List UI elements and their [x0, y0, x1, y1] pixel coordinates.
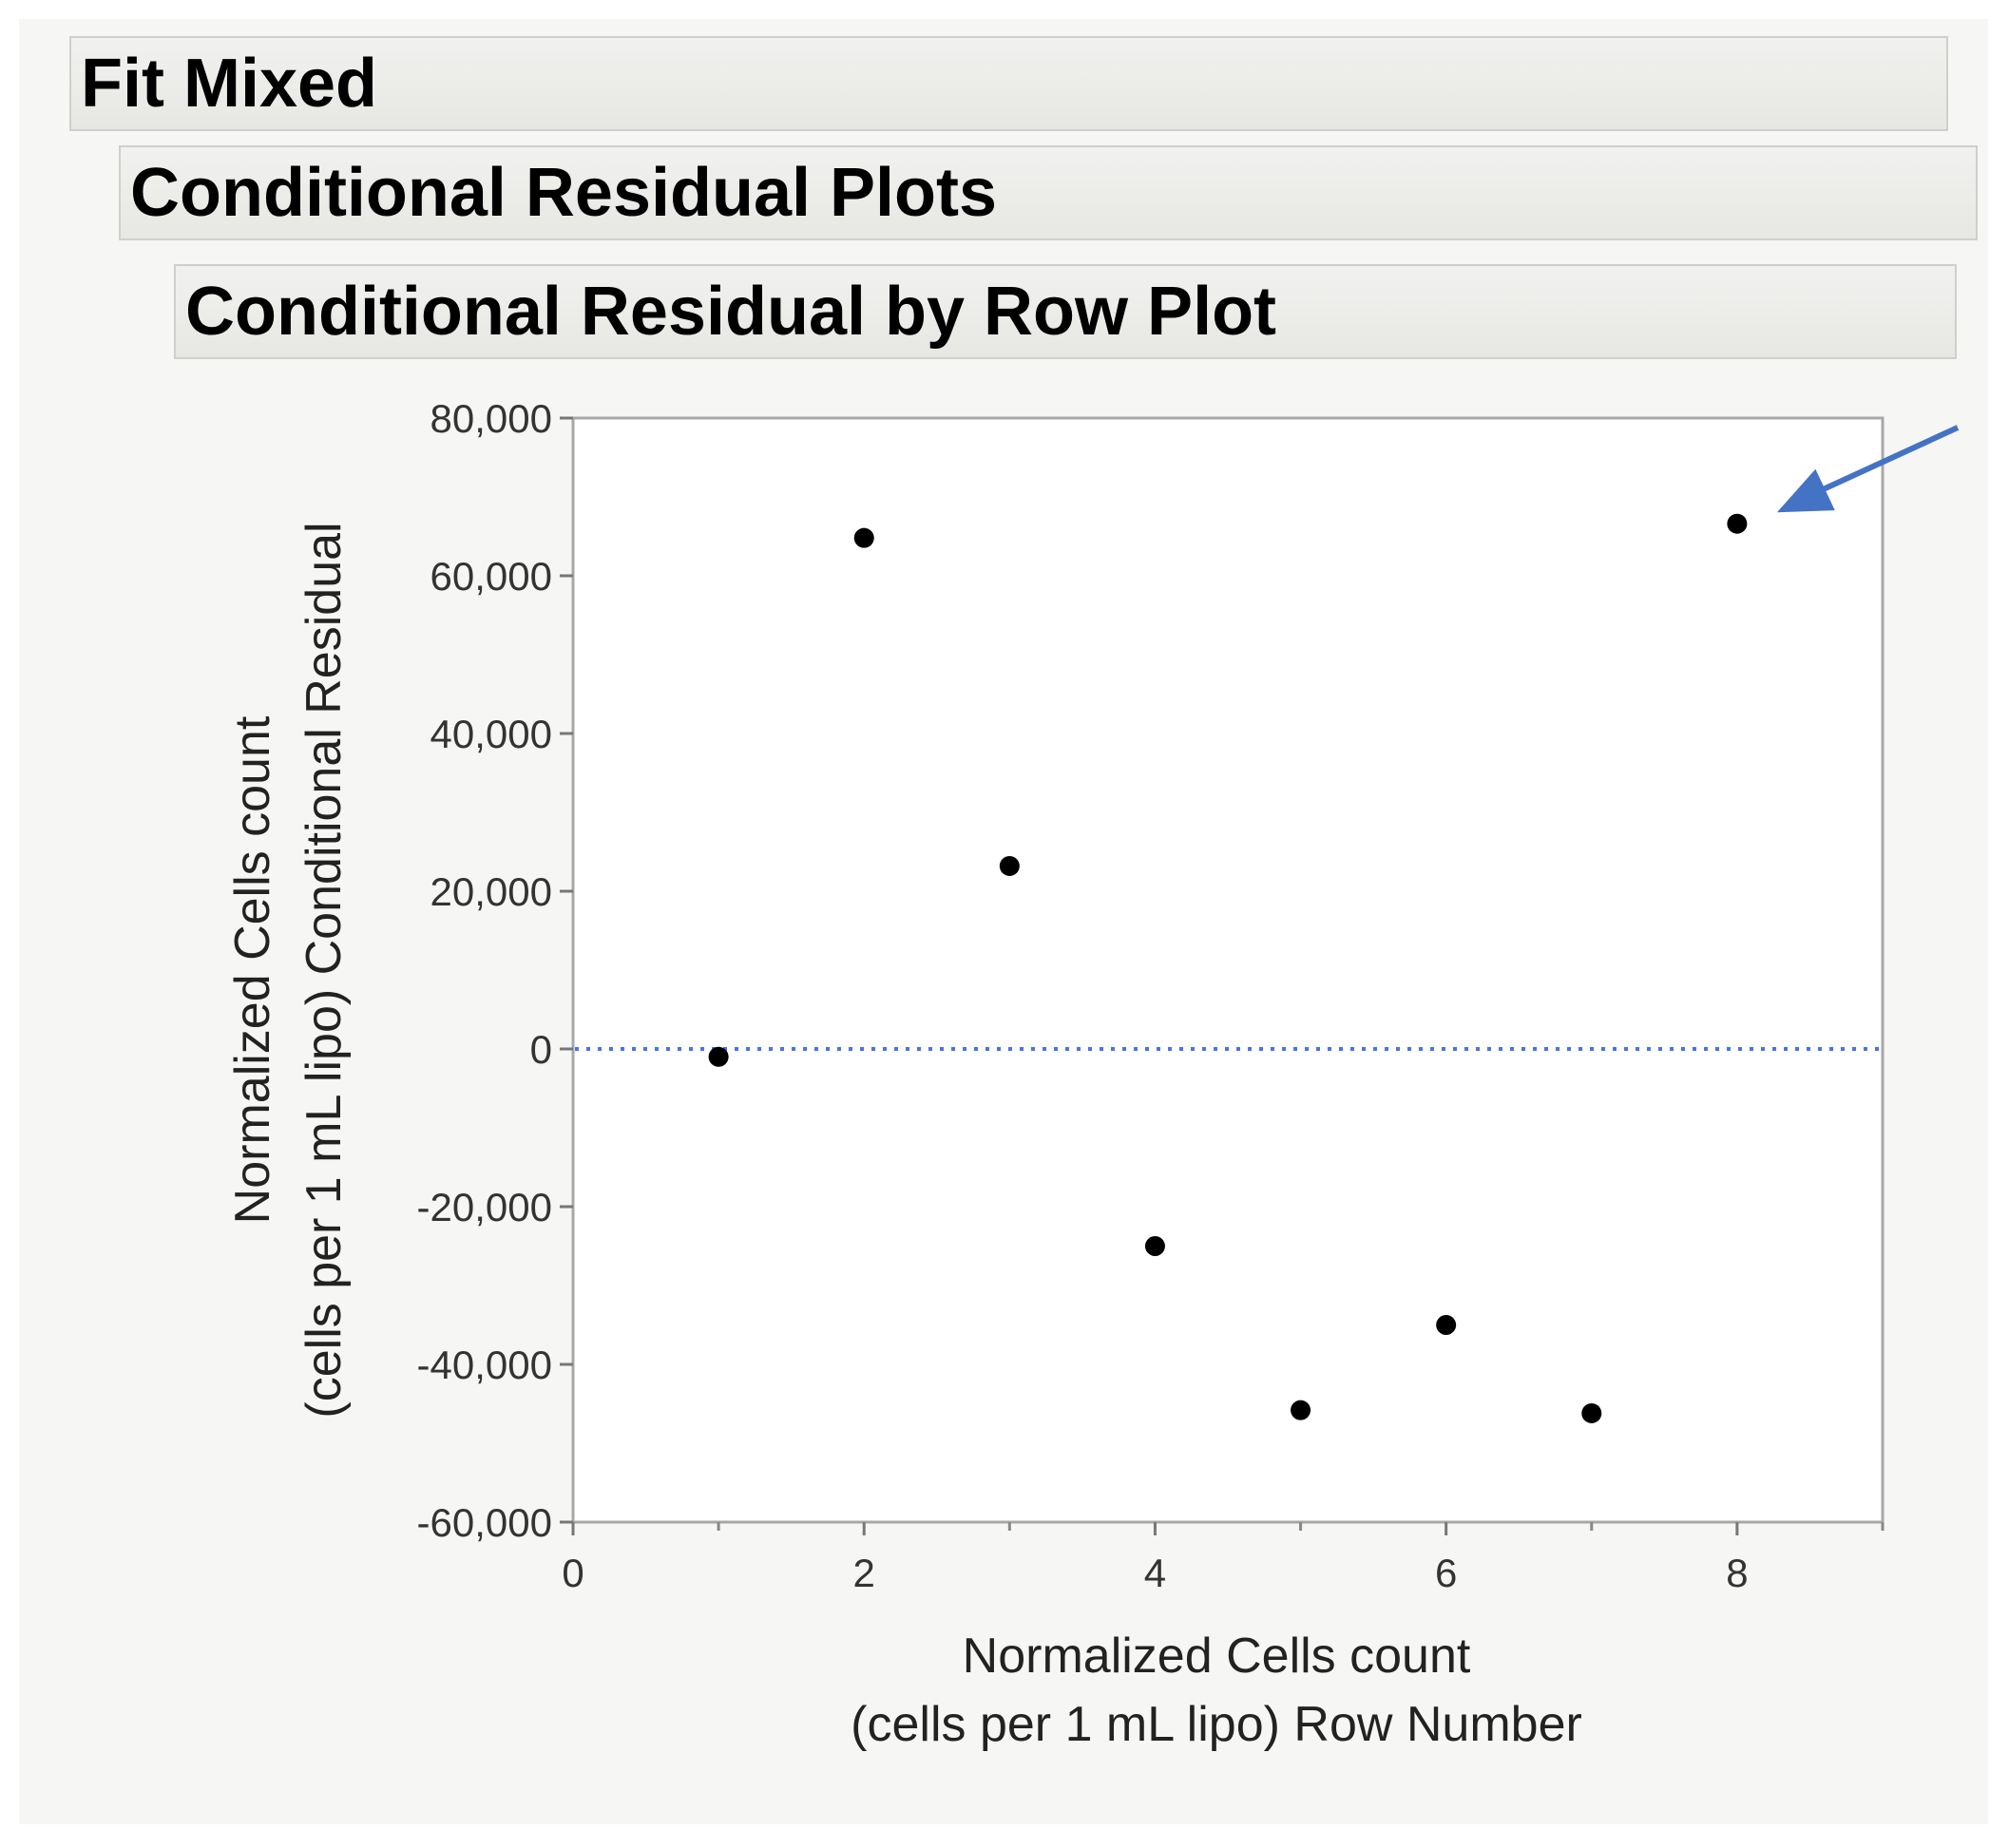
annotation-arrow-head	[1776, 468, 1835, 513]
conditional-residual-plots-header[interactable]: Conditional Residual Plots	[119, 145, 1978, 240]
x-tick-label: 4	[1144, 1551, 1166, 1595]
y-tick-label: 0	[530, 1027, 552, 1072]
data-point[interactable]	[853, 527, 874, 548]
x-axis-title-line-2: (cells per 1 mL lipo) Row Number	[851, 1697, 1582, 1752]
x-tick-label: 6	[1435, 1551, 1457, 1595]
y-tick-label: 60,000	[430, 554, 552, 599]
y-tick-label: -20,000	[417, 1185, 552, 1229]
data-point[interactable]	[1291, 1400, 1311, 1420]
y-axis-title-line-2: (cells per 1 mL lipo) Conditional Residu…	[297, 522, 352, 1418]
y-tick-label: -40,000	[417, 1343, 552, 1387]
y-tick-label: 40,000	[430, 712, 552, 756]
x-tick-label: 0	[562, 1551, 584, 1595]
data-point[interactable]	[1144, 1236, 1165, 1256]
data-point[interactable]	[999, 855, 1020, 876]
annotation-arrow	[1776, 425, 1960, 513]
data-point[interactable]	[1581, 1402, 1602, 1423]
plot-area	[573, 418, 1883, 1522]
y-tick-label: 20,000	[430, 869, 552, 914]
data-point[interactable]	[1436, 1315, 1457, 1335]
residual-by-row-plot-header[interactable]: Conditional Residual by Row Plot	[174, 264, 1957, 359]
data-point[interactable]	[708, 1046, 729, 1067]
x-axis-title: Normalized Cells count	[963, 1629, 1471, 1684]
plot-frame	[571, 416, 1885, 1524]
y-tick-label: 80,000	[430, 396, 552, 441]
x-tick-label: 8	[1726, 1551, 1748, 1595]
y-axis-title: Normalized Cells count	[225, 715, 280, 1224]
fit-mixed-header[interactable]: Fit Mixed	[69, 36, 1948, 131]
y-tick-label: -60,000	[417, 1500, 552, 1545]
data-point[interactable]	[1727, 513, 1748, 534]
x-tick-label: 2	[853, 1551, 875, 1595]
